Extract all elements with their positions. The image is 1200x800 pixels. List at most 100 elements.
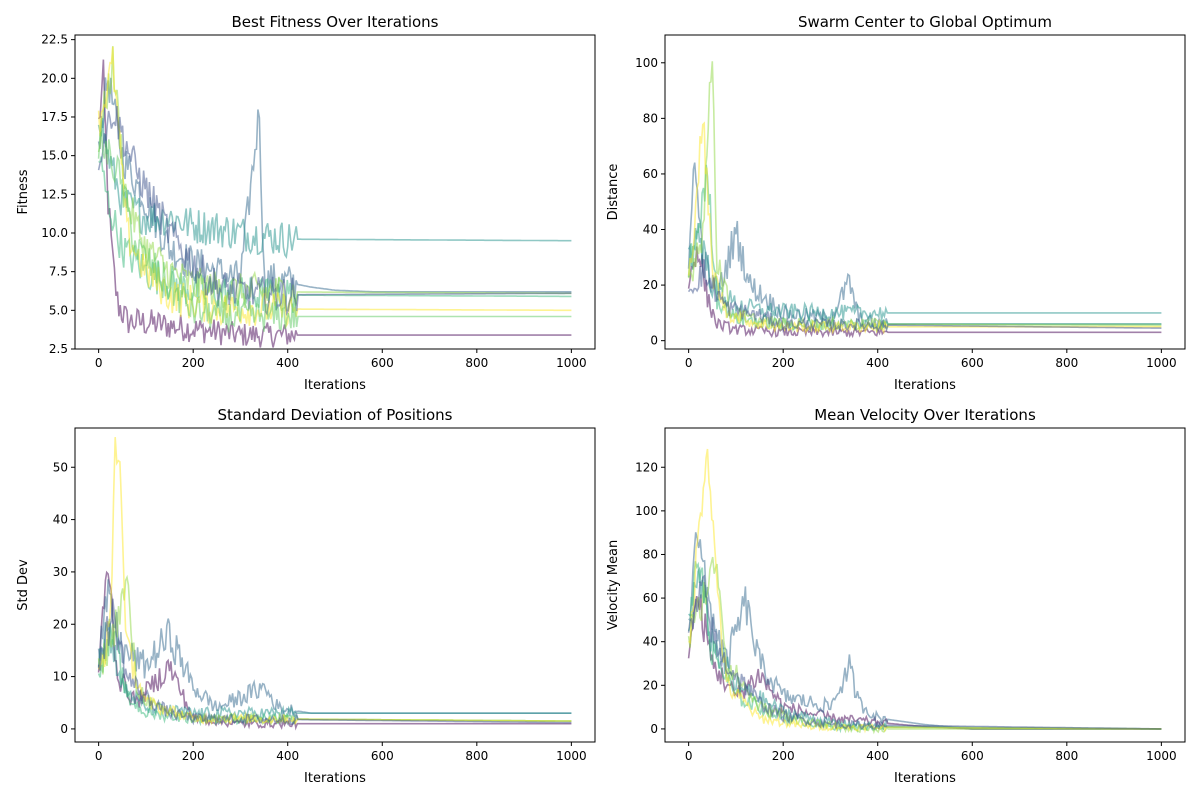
x-tick-label: 800 [465, 749, 488, 763]
y-tick-label: 2.5 [49, 342, 68, 356]
x-tick-label: 800 [1055, 356, 1078, 370]
series-line [97, 46, 572, 312]
y-tick-label: 22.5 [41, 33, 68, 47]
x-tick-label: 200 [182, 749, 205, 763]
series-line [687, 121, 1162, 335]
y-tick-label: 10.0 [41, 226, 68, 240]
series-line [97, 59, 572, 348]
series-line [97, 618, 572, 721]
series-group [97, 46, 572, 348]
series-line [97, 437, 572, 726]
x-tick-label: 0 [685, 749, 693, 763]
y-tick-label: 80 [643, 111, 658, 125]
x-tick-label: 0 [685, 356, 693, 370]
y-tick-label: 40 [53, 513, 68, 527]
x-tick-label: 400 [866, 356, 889, 370]
y-tick-label: 0 [650, 334, 658, 348]
y-tick-label: 20 [643, 278, 658, 292]
axes-frame [74, 34, 596, 350]
chart-swarm-distance: 0 200 400 600 800 1000 0 20 40 60 80 100 Swarm Cente… [606, 13, 1186, 393]
y-axis-label: Std Dev [16, 559, 31, 611]
x-tick-label: 1000 [1146, 749, 1177, 763]
series-line [687, 222, 1162, 322]
y-tick-label: 60 [643, 591, 658, 605]
y-tick-label: 20 [53, 617, 68, 631]
series-line [687, 162, 1162, 331]
y-tick-label: 60 [643, 167, 658, 181]
x-tick-label: 1000 [1146, 356, 1177, 370]
y-tick-label: 100 [635, 56, 658, 70]
series-line [97, 598, 572, 727]
x-tick-label: 0 [95, 356, 103, 370]
y-tick-label: 5.0 [49, 303, 68, 317]
series-line [97, 130, 572, 333]
chart-title: Mean Velocity Over Iterations [814, 406, 1036, 424]
y-axis-label: Distance [606, 164, 621, 221]
y-tick-label: 20 [643, 678, 658, 692]
x-axis-label: Iterations [304, 771, 366, 786]
series-group [97, 437, 572, 731]
y-tick-label: 17.5 [41, 110, 68, 124]
y-tick-label: 0 [60, 722, 68, 736]
y-tick-label: 20.0 [41, 71, 68, 85]
y-axis-label: Velocity Mean [606, 540, 621, 631]
chart-title: Standard Deviation of Positions [218, 406, 453, 424]
chart-std-dev: 0 200 400 600 800 1000 0 10 20 30 40 50 Standard Dev… [16, 406, 596, 786]
axes-frame [74, 427, 596, 743]
series-line [687, 556, 1162, 735]
series-line [688, 448, 1162, 734]
x-axis-label: Iterations [894, 771, 956, 786]
y-tick-label: 15.0 [41, 149, 68, 163]
series-line [687, 258, 1162, 333]
x-tick-label: 600 [961, 356, 984, 370]
x-tick-label: 600 [371, 749, 394, 763]
chart-best-fitness: 0 200 400 600 800 1000 2.5 5.0 7.5 10.0 12.5 15.0 17… [16, 13, 596, 393]
x-tick-label: 200 [182, 356, 205, 370]
series-line [97, 118, 572, 260]
y-tick-label: 120 [635, 460, 658, 474]
y-axis-label: Fitness [16, 169, 31, 214]
y-tick-label: 30 [53, 565, 68, 579]
y-tick-label: 80 [643, 547, 658, 561]
series-line [687, 574, 1162, 731]
x-tick-label: 200 [772, 356, 795, 370]
x-tick-label: 1000 [556, 356, 587, 370]
y-tick-label: 100 [635, 504, 658, 518]
series-group [687, 448, 1162, 735]
chart-title: Best Fitness Over Iterations [232, 13, 439, 31]
series-line [687, 246, 1162, 339]
series-line [97, 579, 572, 718]
y-tick-label: 12.5 [41, 187, 68, 201]
x-tick-label: 400 [276, 356, 299, 370]
x-tick-label: 600 [961, 749, 984, 763]
x-tick-label: 400 [866, 749, 889, 763]
chart-title: Swarm Center to Global Optimum [798, 13, 1052, 31]
x-tick-label: 1000 [556, 749, 587, 763]
series-group [687, 61, 1162, 339]
x-tick-label: 200 [772, 749, 795, 763]
x-tick-label: 400 [276, 749, 299, 763]
x-axis-label: Iterations [304, 378, 366, 393]
series-line [97, 570, 572, 731]
series-line [97, 77, 572, 299]
y-tick-label: 50 [53, 460, 68, 474]
axes-frame [664, 34, 1186, 350]
x-tick-label: 800 [1055, 749, 1078, 763]
chart-mean-velocity: 0 200 400 600 800 1000 0 20 40 60 80 100 120 Mean Vel… [606, 406, 1186, 786]
y-tick-label: 40 [643, 635, 658, 649]
x-tick-label: 0 [95, 749, 103, 763]
axes-frame [664, 427, 1186, 743]
series-line [687, 594, 1162, 730]
y-tick-label: 7.5 [49, 265, 68, 279]
y-tick-label: 10 [53, 670, 68, 684]
x-tick-label: 800 [465, 356, 488, 370]
series-line [97, 574, 572, 727]
series-line [687, 61, 1162, 333]
x-axis-label: Iterations [894, 378, 956, 393]
series-line [97, 105, 572, 317]
y-tick-label: 40 [643, 223, 658, 237]
y-tick-label: 0 [650, 722, 658, 736]
x-tick-label: 600 [371, 356, 394, 370]
